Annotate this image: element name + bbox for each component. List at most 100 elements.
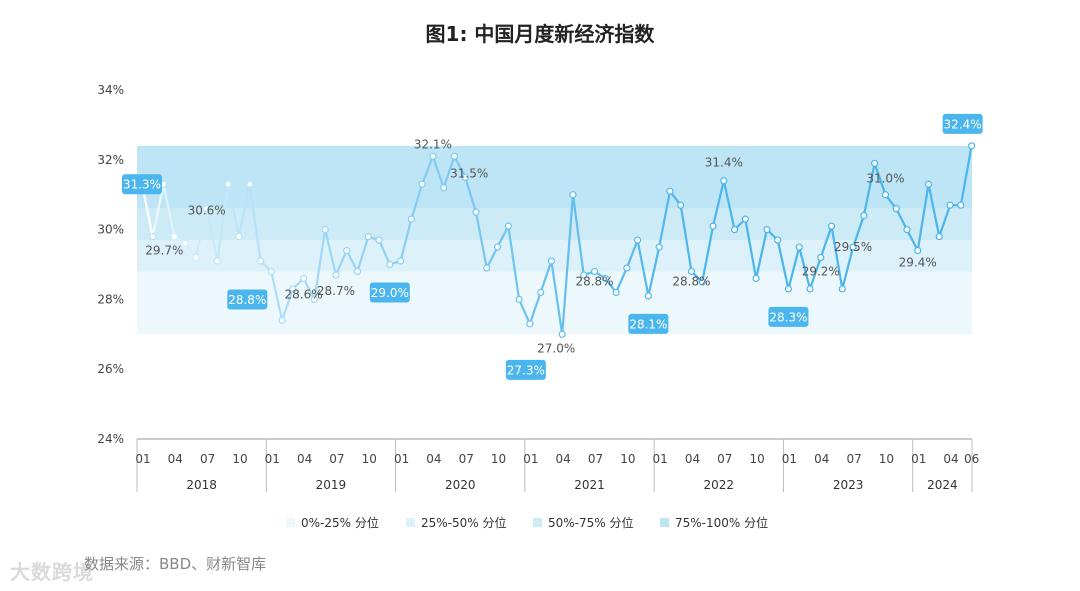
data-point <box>709 222 717 230</box>
x-tick-label: 01 <box>653 452 668 466</box>
data-label: 31.5% <box>450 166 488 180</box>
data-point <box>170 232 178 241</box>
data-point <box>644 292 652 300</box>
legend-swatch <box>286 518 295 527</box>
line-segment <box>938 204 952 238</box>
data-label: 27.0% <box>537 341 575 355</box>
callout: 28.3% <box>768 306 809 327</box>
line-segment <box>410 183 424 221</box>
line-segment <box>431 155 445 189</box>
callout: 28.8% <box>227 289 268 310</box>
x-axis: 01 04 07 10 2018 01 04 07 10 2019 01 04 07 10 2020 01 04… <box>135 438 979 492</box>
data-point <box>310 295 318 303</box>
callout-label: 28.8% <box>228 293 266 307</box>
data-point <box>429 152 437 160</box>
line-segment <box>194 207 208 259</box>
line-segment <box>377 238 391 266</box>
data-point <box>795 243 803 251</box>
callout: 27.3% <box>505 359 546 380</box>
legend-label: 50%-75% 分位 <box>548 516 634 530</box>
data-point <box>827 222 836 230</box>
line-segment <box>313 228 327 301</box>
data-label: 28.7% <box>317 284 355 298</box>
data-point <box>526 320 534 328</box>
data-point <box>817 253 825 262</box>
line-segment <box>873 162 887 196</box>
x-tick-label: 10 <box>232 452 247 466</box>
line-segment <box>399 218 413 263</box>
line-segment <box>658 190 672 249</box>
data-point <box>235 232 243 241</box>
line-segment <box>539 259 553 294</box>
line-segment <box>302 277 316 301</box>
data-point <box>461 173 469 181</box>
x-tick-label: 07 <box>717 452 732 466</box>
data-point <box>396 257 405 265</box>
data-point <box>267 267 275 276</box>
data-label: 32.1% <box>414 137 452 151</box>
data-point <box>634 236 642 244</box>
data-point <box>871 159 879 167</box>
line-segment <box>442 155 456 189</box>
year-label: 2019 <box>316 478 347 492</box>
data-point <box>547 257 556 265</box>
line-segment <box>895 207 909 231</box>
legend-label: 0%-25% 分位 <box>301 516 379 530</box>
legend-swatch <box>660 518 669 527</box>
year-label: 2018 <box>186 478 217 492</box>
data-point <box>203 205 211 213</box>
line-segment <box>927 183 941 238</box>
x-tick-label: 01 <box>265 452 280 466</box>
data-point <box>537 288 545 297</box>
line-segment <box>808 256 822 291</box>
x-tick-label: 10 <box>620 452 635 466</box>
line-segment <box>851 214 865 249</box>
data-point <box>472 208 480 216</box>
callout-box <box>369 282 410 303</box>
data-point <box>730 226 739 234</box>
callout: 31.3% <box>122 174 162 195</box>
x-tick-label: 07 <box>846 452 861 466</box>
callout: 29.0% <box>369 282 410 303</box>
x-tick-label: 01 <box>523 452 538 466</box>
line-segment <box>625 238 639 270</box>
line-segment <box>485 245 499 270</box>
data-label: 28.8% <box>672 274 710 288</box>
data-point <box>407 215 415 223</box>
chart-title: 图1: 中国月度新经济指数 <box>425 22 655 46</box>
quantile-bands <box>137 145 972 335</box>
data-point <box>881 191 890 199</box>
data-point <box>860 212 868 220</box>
callout-label: 31.3% <box>123 178 161 192</box>
data-point <box>957 201 965 209</box>
x-tick-label: 01 <box>135 452 150 466</box>
data-point <box>450 152 459 160</box>
y-tick-label: 24% <box>97 432 124 446</box>
data-label: 31.0% <box>866 172 904 186</box>
data-label: 31.4% <box>705 156 743 170</box>
data-label: 30.6% <box>188 204 226 218</box>
line-segment <box>862 162 876 217</box>
line-segment <box>550 259 564 336</box>
data-point <box>774 236 782 244</box>
x-tick-label: 10 <box>749 452 764 466</box>
data-point <box>946 201 954 209</box>
series-points <box>138 142 976 338</box>
band-25%-50% <box>137 240 972 272</box>
callout: 28.1% <box>628 313 669 334</box>
data-point <box>321 226 329 234</box>
line-segment <box>701 225 715 284</box>
year-label: 2023 <box>833 478 864 492</box>
data-point <box>903 226 911 234</box>
line-segment <box>905 228 919 252</box>
callouts: 31.3% 28.8% 29.0% 27.3% 28.1% 28.3% 32.4% <box>122 113 983 380</box>
data-point <box>278 316 286 324</box>
band-75%-100% <box>137 145 972 209</box>
line-segment <box>334 249 348 277</box>
callout-box <box>628 313 669 334</box>
line-segment <box>528 291 542 325</box>
data-point <box>558 330 566 338</box>
data-point <box>914 246 922 255</box>
data-point <box>741 215 749 223</box>
callout-label: 27.3% <box>507 363 545 377</box>
